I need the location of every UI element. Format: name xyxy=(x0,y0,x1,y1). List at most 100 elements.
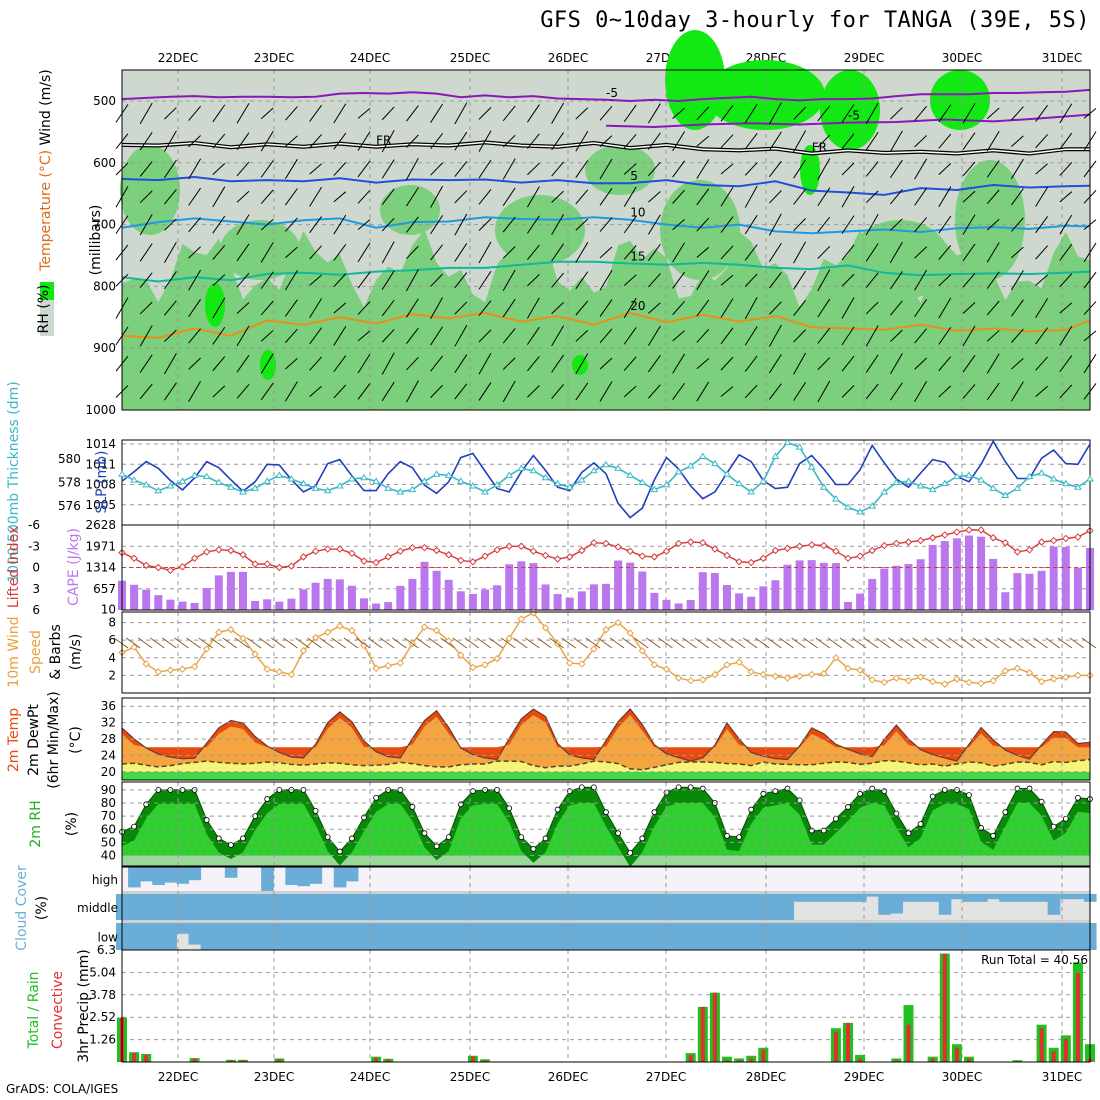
thickness-marker xyxy=(541,473,550,481)
precip-convective-bar xyxy=(725,1060,729,1062)
wind-barb xyxy=(962,302,976,314)
cloud-cover-bar xyxy=(624,923,637,950)
wind-barb xyxy=(672,353,686,374)
lifted-index-marker xyxy=(469,558,477,566)
surface-wind-barb xyxy=(113,637,129,649)
wind-barb xyxy=(502,246,516,259)
cloud-cover-bar xyxy=(975,923,988,950)
wind-barb xyxy=(889,382,903,401)
wind-barb xyxy=(962,132,976,150)
rh-tick-label: 70 xyxy=(101,809,116,823)
thickness-marker xyxy=(432,470,441,477)
cloud-cover-bar xyxy=(188,894,202,920)
lifted-index-tick-label: -3 xyxy=(28,539,40,553)
wind-barb xyxy=(284,299,298,317)
cape-bar xyxy=(747,596,756,610)
wind-barb xyxy=(865,190,879,204)
wind-barb xyxy=(672,131,686,152)
y-axis-label-temp-2: 2m DewPt xyxy=(26,704,42,776)
wind-barb xyxy=(309,134,322,149)
thickness-marker xyxy=(323,486,332,494)
rh-tick-label: 60 xyxy=(101,822,116,836)
thickness-marker xyxy=(154,486,163,494)
wind-barb xyxy=(793,106,806,120)
wind-barb xyxy=(647,103,661,124)
wind-barb xyxy=(768,354,782,374)
wind-barb xyxy=(526,326,540,345)
wind-barb xyxy=(502,380,516,403)
lifted-index-marker xyxy=(215,546,223,554)
wind-barb xyxy=(236,354,250,373)
cloud-cover-bar xyxy=(345,894,359,920)
precip-tick-label: 2.52 xyxy=(89,1010,116,1024)
wind-barb xyxy=(841,162,855,176)
wind-barb xyxy=(551,102,565,124)
wind-barb xyxy=(551,243,565,262)
wind-barb xyxy=(163,159,177,179)
cape-bar xyxy=(299,589,308,610)
wind-barb xyxy=(1010,381,1024,402)
wind-barb xyxy=(1059,214,1073,235)
temp-tick-label: 28 xyxy=(101,732,116,746)
lifted-index-marker xyxy=(892,539,901,548)
rh-marker xyxy=(131,823,138,830)
cape-bar xyxy=(202,588,211,610)
wind-barb xyxy=(914,135,927,148)
thickness-marker xyxy=(214,478,223,485)
wind-barb xyxy=(1035,327,1049,345)
wind-barb xyxy=(623,163,637,175)
cloud-cover-bar xyxy=(999,923,1012,950)
cape-bar xyxy=(251,600,260,610)
thickness-marker xyxy=(251,484,259,491)
cape-bar xyxy=(650,592,659,610)
cloud-cover-bar xyxy=(128,867,141,888)
wind-barb xyxy=(163,130,177,152)
cloud-cover-bar xyxy=(1059,923,1073,950)
cloud-band-bg xyxy=(122,867,1090,891)
lifted-index-marker xyxy=(553,555,562,563)
cloud-cover-bar xyxy=(817,923,831,950)
wind-barb xyxy=(551,325,565,347)
cloud-cover-bar xyxy=(176,894,190,920)
wind-speed-marker xyxy=(360,641,368,650)
precip-tick-label: 5.04 xyxy=(89,965,116,979)
thickness-marker xyxy=(360,473,368,481)
wind-barb xyxy=(285,217,298,232)
wind-speed-marker xyxy=(396,659,405,667)
cape-bar xyxy=(735,593,744,610)
wind-barb xyxy=(914,357,927,370)
wind-barb xyxy=(551,272,564,288)
wind-barb xyxy=(260,218,274,231)
cloud-cover-bar xyxy=(624,894,637,920)
wind-barb xyxy=(599,188,613,206)
chart-title: GFS 0~10day 3-hourly for TANGA (39E, 5S) xyxy=(540,8,1090,33)
thickness-line xyxy=(121,441,1091,513)
wind-barb xyxy=(333,214,347,235)
surface-wind-barb xyxy=(367,637,383,649)
surface-wind-barb xyxy=(851,637,867,649)
thickness-marker xyxy=(868,502,877,509)
lifted-index-marker xyxy=(807,541,816,549)
cape-bar xyxy=(807,560,816,610)
cape-bar xyxy=(263,599,272,610)
wind-barb xyxy=(309,104,323,122)
lifted-index-marker xyxy=(142,561,150,570)
cape-bar xyxy=(178,601,187,610)
isotherm-label: 15 xyxy=(630,250,645,264)
lifted-index-marker xyxy=(323,545,332,553)
cape-bar xyxy=(275,601,284,610)
wind-barb xyxy=(236,161,250,177)
cloud-cover-bar xyxy=(212,894,226,920)
wind-speed-marker xyxy=(215,628,223,636)
thickness-marker xyxy=(1013,484,1022,491)
cape-bar xyxy=(977,536,986,610)
cloud-cover-bar xyxy=(745,894,758,920)
wind-barb xyxy=(285,328,298,343)
y-axis-label-wind-3: & Barbs xyxy=(48,624,64,680)
isotherm-line xyxy=(121,88,1091,103)
cape-bar xyxy=(214,575,223,610)
lifted-index-marker xyxy=(953,528,961,536)
cape-bar xyxy=(626,562,635,610)
rh-marker xyxy=(760,790,767,797)
wind-barb xyxy=(333,355,347,373)
